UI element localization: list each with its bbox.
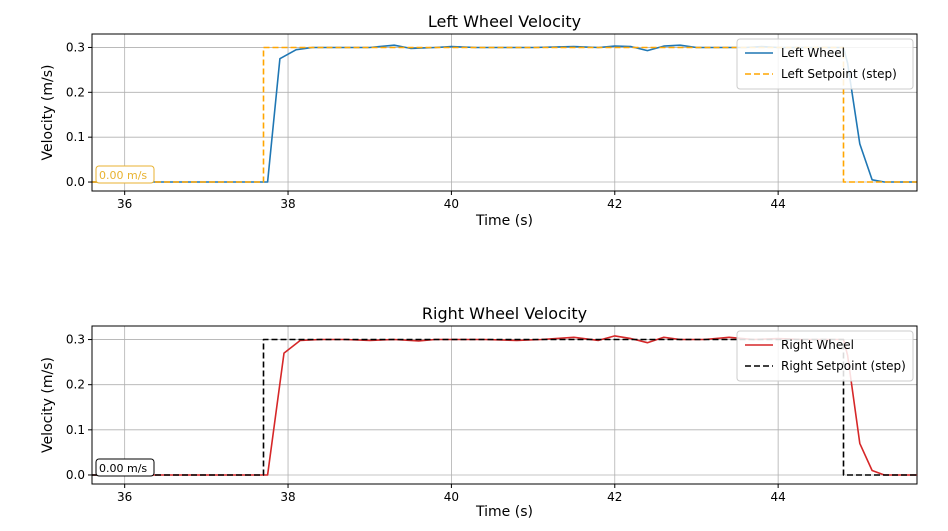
y-tick-label: 0.1 bbox=[66, 130, 85, 144]
legend-label-1: Left Setpoint (step) bbox=[781, 67, 897, 81]
x-tick-label: 36 bbox=[117, 197, 132, 211]
x-tick-label: 44 bbox=[770, 197, 785, 211]
y-tick-label: 0.0 bbox=[66, 175, 85, 189]
x-tick-label: 38 bbox=[280, 490, 295, 504]
x-tick-label: 42 bbox=[607, 490, 622, 504]
plot-frame bbox=[91, 33, 918, 192]
chart-title: Left Wheel Velocity bbox=[428, 12, 581, 31]
x-axis-label: Time (s) bbox=[475, 213, 533, 229]
y-tick-label: 0.3 bbox=[66, 40, 85, 54]
plot-frame bbox=[91, 325, 918, 485]
y-axis-label: Velocity (m/s) bbox=[40, 357, 56, 453]
y-axis-label: Velocity (m/s) bbox=[40, 65, 56, 161]
x-tick-label: 36 bbox=[117, 490, 132, 504]
series-line-1 bbox=[92, 46, 917, 183]
value-annotation: 0.00 m/s bbox=[95, 458, 155, 477]
x-tick-label: 40 bbox=[444, 197, 459, 211]
y-tick-label: 0.0 bbox=[66, 468, 85, 482]
x-tick-label: 38 bbox=[280, 197, 295, 211]
legend: Left Wheel Left Setpoint (step) bbox=[736, 38, 914, 90]
annotation-text: 0.00 m/s bbox=[99, 169, 147, 182]
chart-panel-0: 36 38 40 42 44 0.0 0.1 0.2 0.3 Left Wheel Velocit… bbox=[40, 12, 918, 229]
y-tick-label: 0.2 bbox=[66, 85, 85, 99]
chart-panel-1: 36 38 40 42 44 0.0 0.1 0.2 0.3 Right Wheel Veloci… bbox=[40, 304, 918, 520]
annotation-box bbox=[95, 458, 155, 477]
x-axis-label: Time (s) bbox=[475, 504, 533, 520]
legend-label-1: Right Setpoint (step) bbox=[781, 359, 906, 373]
x-tick-label: 42 bbox=[607, 197, 622, 211]
value-annotation: 0.00 m/s bbox=[95, 165, 155, 184]
legend: Right Wheel Right Setpoint (step) bbox=[736, 330, 914, 382]
legend-label-0: Right Wheel bbox=[781, 338, 854, 352]
annotation-text: 0.00 m/s bbox=[99, 462, 147, 475]
legend-box bbox=[736, 330, 914, 382]
legend-box bbox=[736, 38, 914, 90]
x-tick-label: 40 bbox=[444, 490, 459, 504]
x-tick-label: 44 bbox=[770, 490, 785, 504]
series-line-1 bbox=[92, 338, 917, 476]
y-tick-label: 0.2 bbox=[66, 378, 85, 392]
annotation-box bbox=[95, 165, 155, 184]
y-tick-label: 0.1 bbox=[66, 423, 85, 437]
legend-label-0: Left Wheel bbox=[781, 46, 845, 60]
chart-title: Right Wheel Velocity bbox=[422, 304, 587, 323]
y-tick-label: 0.3 bbox=[66, 333, 85, 347]
